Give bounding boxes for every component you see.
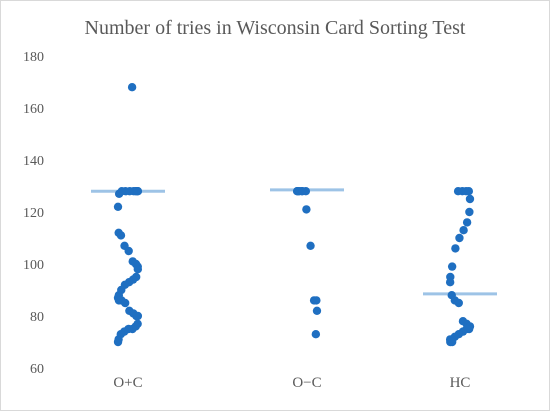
data-point	[462, 218, 472, 227]
data-point	[311, 330, 321, 339]
x-category-label: O+C	[113, 375, 142, 391]
data-point	[447, 262, 457, 271]
data-point	[459, 226, 468, 235]
data-point	[113, 202, 123, 211]
data-point	[312, 306, 322, 315]
x-category-label: HC	[450, 375, 471, 391]
data-point	[451, 244, 460, 253]
data-point	[133, 311, 143, 321]
data-point	[464, 187, 474, 196]
data-point	[116, 231, 126, 240]
y-tick-label: 60	[30, 362, 44, 377]
data-point	[124, 246, 133, 256]
y-tick-label: 140	[23, 154, 44, 169]
data-point	[306, 241, 315, 250]
data-point	[445, 278, 455, 287]
y-tick-label: 180	[23, 50, 44, 65]
y-tick-label: 80	[30, 310, 44, 325]
data-point	[133, 265, 143, 274]
data-point	[454, 298, 463, 308]
y-tick-label: 120	[23, 206, 44, 221]
y-tick-label: 160	[23, 102, 44, 117]
data-point	[127, 83, 137, 92]
data-point	[120, 298, 130, 308]
data-point	[455, 233, 464, 243]
data-point	[465, 207, 474, 217]
x-category-label: O−C	[292, 375, 321, 391]
chart-title: Number of tries in Wisconsin Card Sortin…	[85, 17, 466, 39]
data-point	[113, 337, 123, 347]
data-point	[298, 187, 307, 196]
data-point	[465, 194, 475, 204]
data-point	[114, 189, 124, 198]
y-tick-label: 100	[23, 258, 44, 273]
data-point	[312, 296, 321, 305]
data-point	[447, 337, 457, 347]
data-point	[302, 205, 311, 214]
